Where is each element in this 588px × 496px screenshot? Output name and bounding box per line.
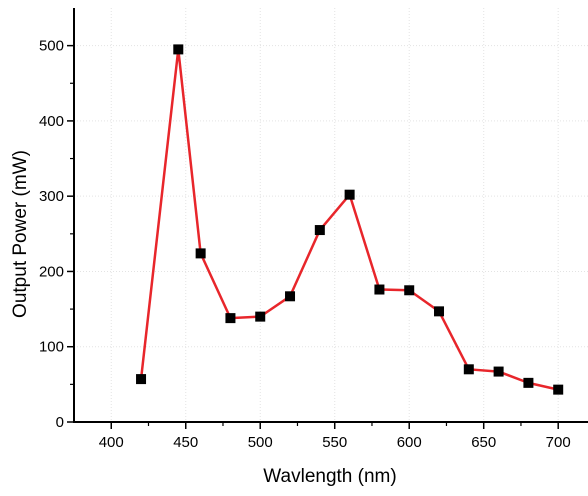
x-tick-label: 450 bbox=[173, 434, 198, 451]
x-axis-ticks: 400 450 500 550 600 650 700 bbox=[99, 422, 571, 451]
x-tick-label: 550 bbox=[322, 434, 347, 451]
axes bbox=[73, 8, 588, 423]
y-tick-label: 400 bbox=[39, 113, 64, 130]
series bbox=[136, 44, 564, 395]
data-point bbox=[404, 285, 415, 296]
x-tick-label: 500 bbox=[248, 434, 273, 451]
data-point bbox=[344, 189, 355, 200]
y-tick-label: 0 bbox=[56, 414, 64, 431]
x-tick-label: 650 bbox=[471, 434, 496, 451]
y-tick-label: 200 bbox=[39, 263, 64, 280]
data-point bbox=[493, 366, 504, 377]
data-point bbox=[173, 44, 184, 55]
data-point bbox=[463, 364, 474, 375]
data-point bbox=[553, 384, 564, 395]
x-tick-label: 700 bbox=[546, 434, 571, 451]
data-point bbox=[434, 306, 445, 317]
x-tick-label: 600 bbox=[397, 434, 422, 451]
data-point bbox=[255, 311, 266, 322]
data-point bbox=[136, 374, 147, 385]
y-tick-label: 500 bbox=[39, 38, 64, 55]
data-point bbox=[225, 313, 236, 324]
y-axis-ticks: 0 100 200 300 400 500 bbox=[39, 38, 74, 431]
y-tick-label: 300 bbox=[39, 188, 64, 205]
x-tick-label: 400 bbox=[99, 434, 124, 451]
grid bbox=[74, 8, 588, 422]
series-line bbox=[139, 48, 559, 391]
y-axis-label: Output Power (mW) bbox=[10, 150, 31, 318]
data-point bbox=[285, 291, 296, 302]
data-point bbox=[523, 377, 534, 388]
data-point bbox=[195, 248, 206, 259]
y-tick-label: 100 bbox=[39, 339, 64, 356]
data-point bbox=[314, 225, 325, 236]
data-point bbox=[374, 284, 385, 295]
x-axis-label: Wavlength (nm) bbox=[263, 466, 396, 487]
